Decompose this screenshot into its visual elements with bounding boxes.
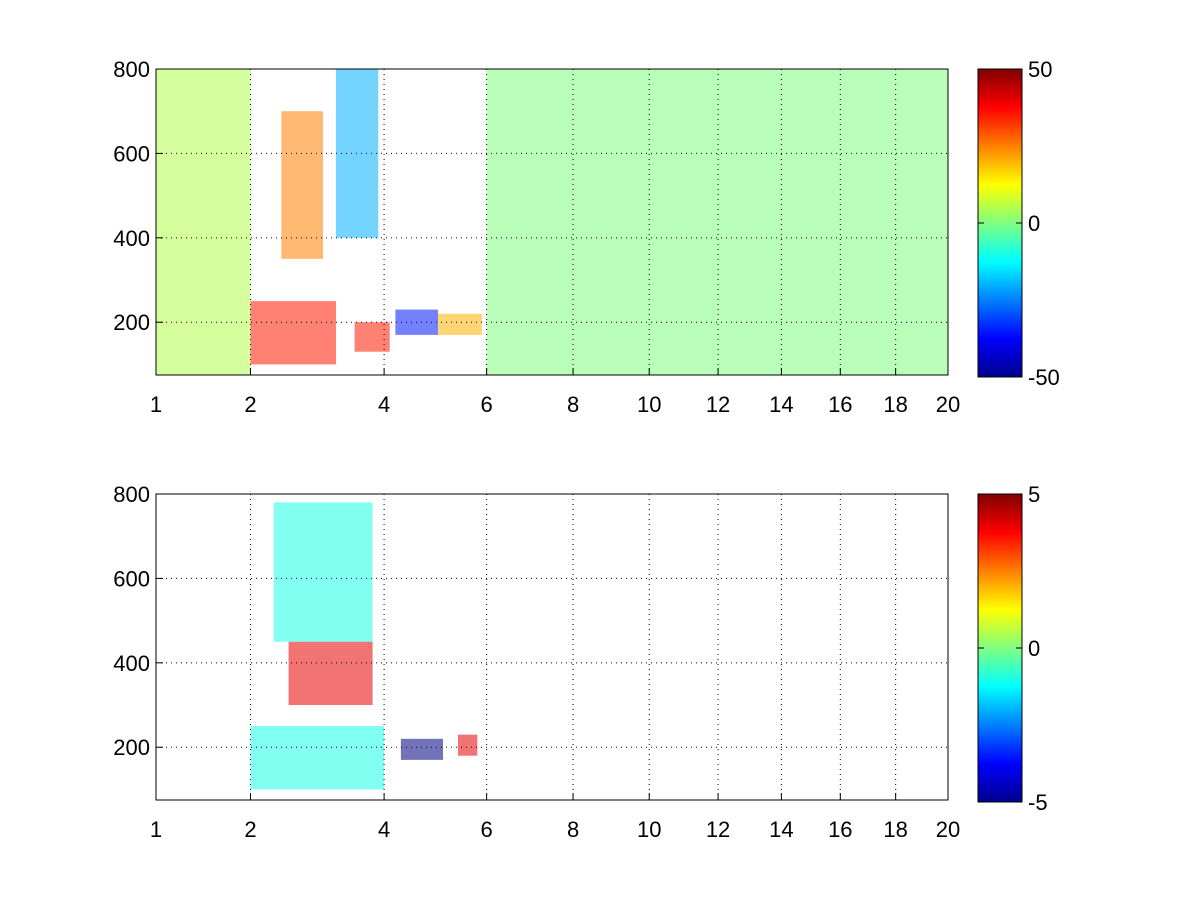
plot-frame-bottom bbox=[155, 493, 949, 801]
x-tick-label-bottom: 16 bbox=[828, 817, 852, 842]
x-tick-label-bottom: 10 bbox=[637, 817, 661, 842]
x-tick-label-top: 16 bbox=[828, 392, 852, 417]
colorbar-ticks-top: -50 0 50 bbox=[978, 57, 1060, 390]
y-tick-label-top: 400 bbox=[113, 226, 150, 251]
colorbar-tick-label-top: 50 bbox=[1028, 57, 1052, 82]
x-tick-label-bottom: 1 bbox=[150, 817, 162, 842]
colorbar-tick-label-bottom: -5 bbox=[1028, 790, 1048, 815]
heatmap-region-top-7 bbox=[437, 313, 482, 335]
heatmap-cells-top bbox=[156, 69, 948, 375]
x-tick-label-top: 1 bbox=[150, 392, 162, 417]
x-tick-label-top: 2 bbox=[244, 392, 256, 417]
heatmap-region-bottom-5 bbox=[458, 734, 478, 756]
x-tick-label-top: 8 bbox=[567, 392, 579, 417]
heatmap-region-bottom-2 bbox=[288, 641, 373, 705]
x-tick-label-top: 10 bbox=[637, 392, 661, 417]
colorbar-tick-label-bottom: 0 bbox=[1028, 636, 1040, 661]
x-tick-label-bottom: 18 bbox=[883, 817, 907, 842]
x-tick-label-top: 18 bbox=[883, 392, 907, 417]
y-tick-label-bottom: 600 bbox=[113, 566, 150, 591]
colorbar-gradient-bottom bbox=[977, 493, 1023, 803]
x-tick-label-top: 4 bbox=[378, 392, 390, 417]
heatmap-region-bottom-4 bbox=[400, 738, 443, 760]
y-tick-label-bottom: 400 bbox=[113, 651, 150, 676]
y-tick-label-top: 800 bbox=[113, 57, 150, 82]
colorbar-tick-label-top: 0 bbox=[1028, 211, 1040, 236]
colorbar-bottom: -5 0 5 bbox=[977, 482, 1048, 815]
heatmap-region-top-5 bbox=[354, 322, 390, 352]
y-ticks-bottom: 200 400 600 800 bbox=[113, 482, 163, 760]
plot-frame-top bbox=[155, 68, 949, 376]
x-tick-label-bottom: 2 bbox=[244, 817, 256, 842]
x-ticks-bottom: 1 2 4 6 8 10 12 14 16 18 20 bbox=[150, 793, 960, 842]
colorbar-tick-label-top: -50 bbox=[1028, 365, 1060, 390]
colorbar-tick-label-bottom: 5 bbox=[1028, 482, 1040, 507]
grid-top bbox=[156, 68, 948, 375]
x-tick-label-bottom: 6 bbox=[481, 817, 493, 842]
heatmap-region-top-8 bbox=[486, 69, 948, 375]
x-tick-label-top: 12 bbox=[706, 392, 730, 417]
x-tick-label-top: 14 bbox=[769, 392, 793, 417]
heatmap-region-top-1 bbox=[156, 69, 251, 375]
x-tick-label-bottom: 12 bbox=[706, 817, 730, 842]
x-tick-label-top: 6 bbox=[481, 392, 493, 417]
y-tick-label-bottom: 200 bbox=[113, 735, 150, 760]
heatmap-region-top-3 bbox=[281, 111, 323, 259]
x-tick-label-top: 20 bbox=[936, 392, 960, 417]
heatmap-region-top-2 bbox=[250, 301, 336, 365]
x-tick-label-bottom: 4 bbox=[378, 817, 390, 842]
y-tick-label-bottom: 800 bbox=[113, 482, 150, 507]
x-tick-label-bottom: 20 bbox=[936, 817, 960, 842]
y-tick-label-top: 200 bbox=[113, 310, 150, 335]
x-ticks-top: 1 2 4 6 8 10 12 14 16 18 20 bbox=[150, 368, 960, 417]
colorbar-top: -50 0 50 bbox=[977, 57, 1060, 390]
y-tick-label-top: 600 bbox=[113, 141, 150, 166]
x-tick-label-bottom: 14 bbox=[769, 817, 793, 842]
x-tick-label-bottom: 8 bbox=[567, 817, 579, 842]
colorbar-gradient-top bbox=[977, 68, 1023, 378]
heatmap-region-bottom-1 bbox=[250, 726, 385, 790]
colorbar-ticks-bottom: -5 0 5 bbox=[978, 482, 1048, 815]
heatmap-cells-bottom bbox=[250, 502, 478, 790]
heatmap-region-bottom-3 bbox=[273, 502, 373, 642]
y-ticks-top: 200 400 600 800 bbox=[113, 57, 163, 335]
